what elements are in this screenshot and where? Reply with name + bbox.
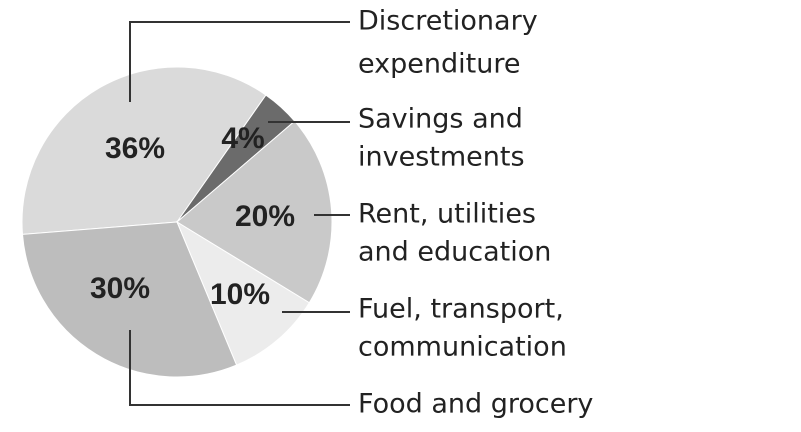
slice-label: 30% <box>90 272 150 305</box>
legend-label: Rent, utilities <box>358 199 536 230</box>
leader-line <box>129 21 350 102</box>
legend-label: expenditure <box>358 49 520 80</box>
legend-label: Discretionary <box>358 6 538 37</box>
legend-label: Savings and <box>358 104 523 135</box>
legend-label: and education <box>358 237 551 268</box>
legend-label: Fuel, transport, <box>358 294 564 325</box>
pie-slice <box>175 220 310 366</box>
legend-label: investments <box>358 142 525 173</box>
leader-line <box>129 330 350 406</box>
pie-slice <box>21 221 238 378</box>
slice-label: 36% <box>105 132 165 165</box>
slice-label: 4% <box>221 122 264 155</box>
slice-label: 20% <box>235 200 295 233</box>
pie-slice <box>176 120 333 304</box>
legend-label: Food and grocery <box>358 389 593 420</box>
legend-label: communication <box>358 332 567 363</box>
pie-slice <box>21 66 267 235</box>
slice-label: 10% <box>210 278 270 311</box>
